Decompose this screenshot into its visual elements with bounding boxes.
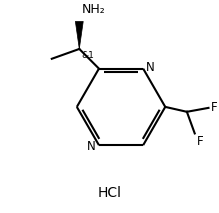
Polygon shape bbox=[75, 22, 83, 49]
Text: HCl: HCl bbox=[97, 186, 121, 200]
Text: N: N bbox=[87, 140, 96, 153]
Text: &1: &1 bbox=[81, 51, 94, 60]
Text: N: N bbox=[146, 61, 155, 74]
Text: NH₂: NH₂ bbox=[81, 3, 105, 16]
Text: F: F bbox=[197, 135, 203, 148]
Text: F: F bbox=[210, 101, 217, 114]
